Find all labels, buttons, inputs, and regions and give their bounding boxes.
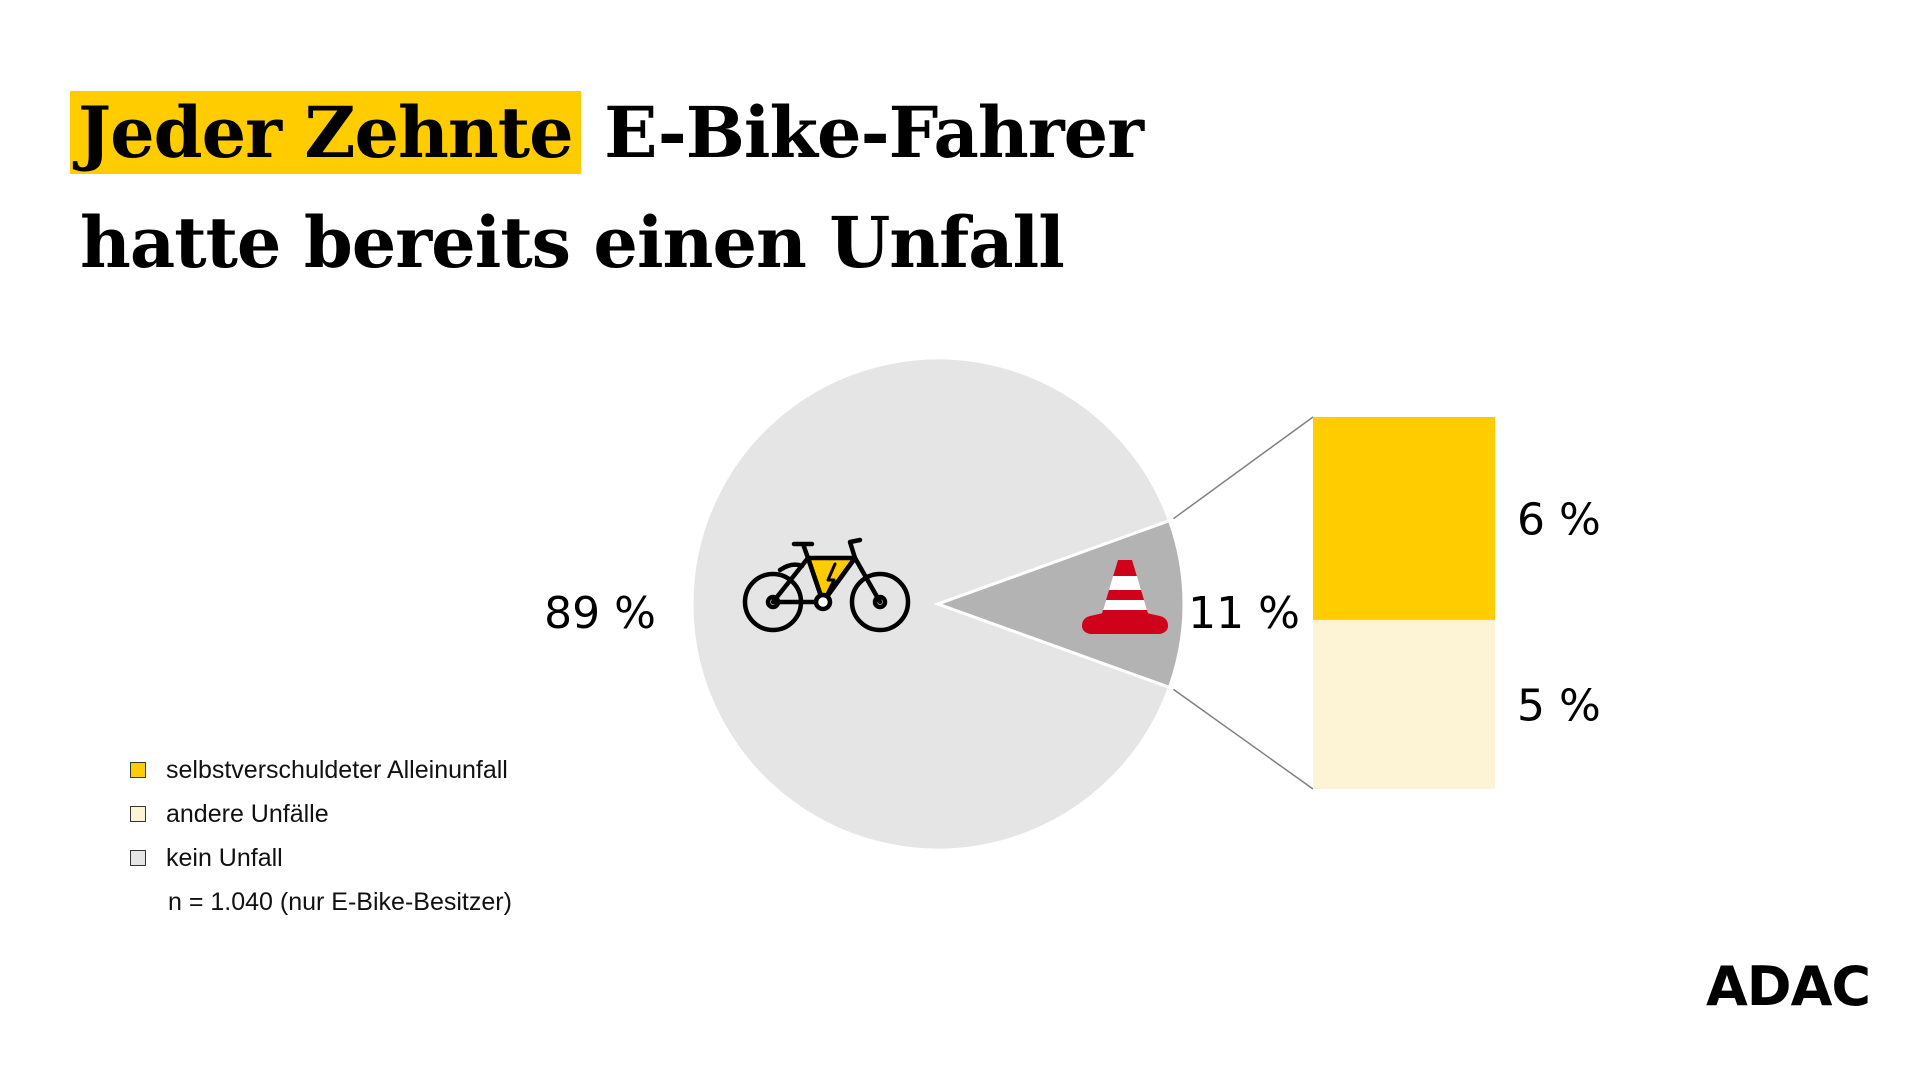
headline-rest: E-Bike-Fahrer <box>604 91 1144 174</box>
legend-label: selbstverschuldeter Alleinunfall <box>166 755 508 784</box>
legend-swatch <box>130 762 146 778</box>
legend-swatch <box>130 806 146 822</box>
connector-line-top <box>1173 416 1314 520</box>
headline-highlight: Jeder Zehnte <box>70 91 581 174</box>
legend-label: andere Unfälle <box>166 799 329 828</box>
breakdown-segment-alleinunfall <box>1313 417 1495 620</box>
value-labels: 89 % 11 % 6 % 5 % <box>544 494 1601 731</box>
headline-line-1: Jeder Zehnte E-Bike-Fahrer <box>70 78 1144 188</box>
breakdown-segment-andere-unfaelle <box>1313 619 1495 789</box>
legend-label: kein Unfall <box>166 843 283 872</box>
legend-item-alleinunfall: selbstverschuldeter Alleinunfall <box>130 748 512 792</box>
breakdown-connectors <box>1173 416 1314 790</box>
label-kein-unfall: 89 % <box>544 588 656 639</box>
headline-line-2: hatte bereits einen Unfall <box>80 201 1065 284</box>
headline: Jeder Zehnte E-Bike-Fahrer hatte bereits… <box>70 78 1144 298</box>
connector-line-bottom <box>1173 688 1314 790</box>
legend-item-kein-unfall: kein Unfall <box>130 836 512 880</box>
pie-slice-kein-unfall <box>690 356 1172 852</box>
legend: selbstverschuldeter Alleinunfall andere … <box>130 748 512 924</box>
label-breakdown-alleinunfall: 6 % <box>1517 494 1601 545</box>
sample-size-note: n = 1.040 (nur E-Bike-Besitzer) <box>168 888 512 916</box>
legend-item-andere-unfaelle: andere Unfälle <box>130 792 512 836</box>
label-breakdown-andere-unfaelle: 5 % <box>1517 680 1601 731</box>
adac-logo: ADAC <box>1706 955 1871 1018</box>
traffic-cone-icon <box>1082 560 1168 634</box>
label-unfall: 11 % <box>1188 588 1300 639</box>
bicycle-icon <box>742 537 911 633</box>
breakdown-bar <box>1313 417 1495 789</box>
legend-swatch <box>130 850 146 866</box>
